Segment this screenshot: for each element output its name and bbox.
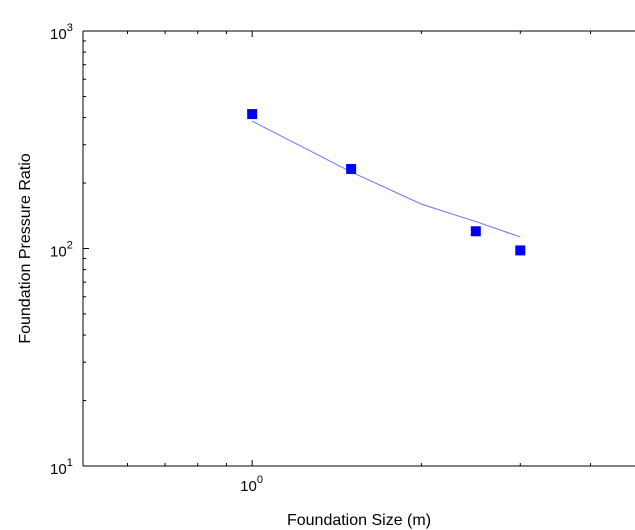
plot-area (83, 31, 635, 466)
x-axis-label: Foundation Size (m) (287, 512, 431, 529)
data-point (515, 245, 526, 256)
trend-line (251, 120, 521, 238)
x-tick-label: 100 (240, 474, 263, 495)
y-axis-label: Foundation Pressure Ratio (17, 153, 34, 343)
tick-marks (82, 30, 592, 467)
tick-labels: 101 102 103 100 (50, 22, 263, 495)
data-point (247, 109, 258, 120)
y-tick-label: 103 (50, 22, 73, 43)
y-tick-label: 102 (50, 240, 73, 261)
data-point (346, 164, 357, 175)
y-tick-label: 101 (50, 457, 73, 478)
data-points (247, 109, 526, 256)
data-point (470, 226, 481, 237)
